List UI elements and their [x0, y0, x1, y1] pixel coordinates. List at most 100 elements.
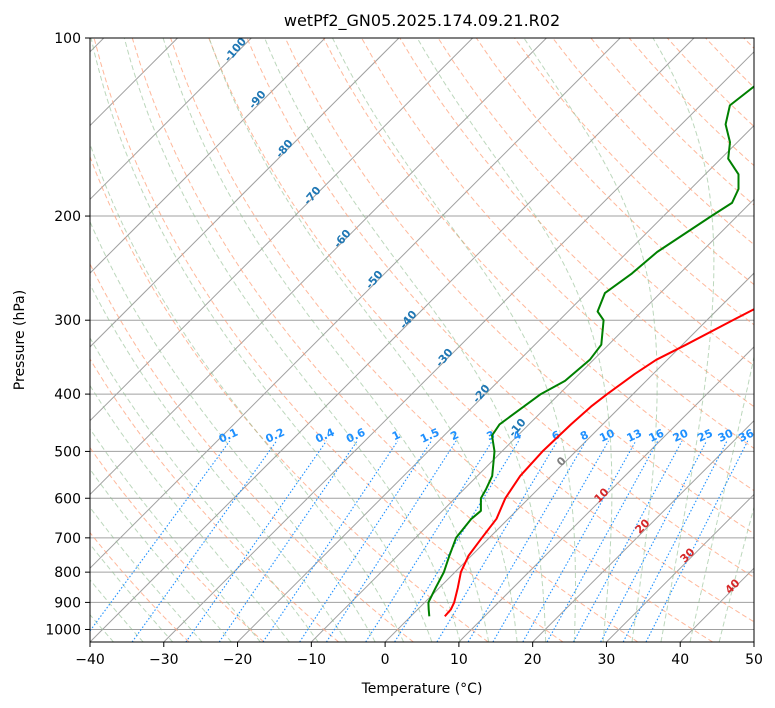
dry-adiabat-label: -70 — [301, 184, 324, 208]
isotherm-line — [532, 419, 754, 642]
dry-adiabat-line — [170, 38, 713, 642]
x-tick-label: 0 — [381, 652, 390, 668]
x-tick-label: 40 — [671, 652, 689, 668]
mixing-ratio-label: 10 — [597, 426, 617, 444]
isotherm-line — [458, 346, 754, 642]
y-tick-label: 900 — [54, 595, 81, 611]
dry-adiabat-line — [90, 155, 489, 642]
mixing-ratio-label: 0.2 — [264, 426, 287, 446]
moist-adiabat-line — [264, 38, 547, 642]
mixing-ratio-line — [394, 440, 520, 642]
isotherm-line — [606, 493, 754, 642]
dry-adiabat-line — [90, 358, 339, 642]
y-tick-label: 300 — [54, 313, 81, 329]
dry-adiabat-label: -90 — [246, 88, 269, 112]
isotherm-line — [384, 272, 754, 642]
mixing-ratio-lines — [90, 440, 749, 642]
isotherm-line — [90, 38, 252, 201]
mixing-ratio-line — [467, 440, 587, 642]
isotherm-line — [237, 124, 754, 642]
moist-adiabat-line — [90, 468, 232, 642]
y-tick-label: 600 — [54, 491, 81, 507]
plot-frame — [89, 37, 755, 643]
dry-adiabat-label: -60 — [331, 227, 354, 251]
moist-adiabat-line — [90, 506, 203, 642]
moist-adiabat-line — [718, 505, 754, 642]
dry-adiabat-label: -40 — [397, 308, 420, 332]
y-tick-label: 1000 — [45, 622, 81, 638]
isotherm-line — [310, 198, 754, 642]
moist-adiabats — [90, 38, 754, 642]
dry-adiabat-label: -30 — [433, 346, 456, 370]
y-tick-label: 100 — [54, 31, 81, 47]
mixing-ratio-label: 1.5 — [418, 426, 441, 446]
mixing-ratio-line — [645, 440, 749, 642]
x-tick-label: −10 — [297, 652, 327, 668]
mixing-ratio-line — [436, 440, 558, 642]
x-tick-label: −20 — [223, 652, 253, 668]
moist-adiabat-line — [90, 38, 433, 642]
dry-adiabat-line — [514, 38, 754, 286]
y-tick-label: 400 — [54, 387, 81, 403]
mixing-ratio-line — [299, 440, 432, 642]
mixing-ratio-label: 0.1 — [217, 426, 240, 446]
moist-adiabat-line — [90, 427, 261, 642]
moist-adiabat-line — [90, 142, 405, 642]
moist-adiabat-label: 20 — [633, 516, 653, 536]
mixing-ratio-label: 30 — [716, 426, 736, 444]
mixing-ratio-line — [492, 440, 609, 642]
mixing-ratio-label: 16 — [647, 426, 667, 444]
isotherm-line — [90, 38, 326, 274]
mixing-ratio-line — [131, 440, 278, 642]
dry-adiabat-line — [90, 531, 190, 642]
mixing-ratio-label: 8 — [578, 428, 590, 443]
y-tick-label: 800 — [54, 565, 81, 581]
y-axis-label: Pressure (hPa) — [12, 290, 28, 390]
dry-adiabat-line — [743, 38, 754, 49]
dewpoint-line — [427, 85, 754, 617]
dry-adiabat-line — [475, 38, 754, 326]
isotherm-line — [90, 38, 547, 496]
dry-adiabat-line — [552, 38, 754, 246]
dry-adiabat-label: -100 — [221, 35, 249, 65]
isotherm-line — [753, 641, 754, 642]
dry-adiabat-line — [90, 262, 414, 642]
dry-adiabat-line — [361, 38, 754, 449]
mixing-ratio-line — [90, 440, 231, 632]
moist-adiabat-line — [90, 283, 348, 642]
x-tick-label: 20 — [524, 652, 542, 668]
mixing-ratio-line — [522, 440, 637, 642]
mixing-ratio-line — [365, 440, 493, 642]
moist-adiabat-label: 40 — [723, 576, 743, 596]
dry-adiabat-line — [628, 38, 754, 167]
moist-adiabat-line — [652, 38, 715, 642]
moist-adiabat-line — [123, 38, 461, 642]
moist-adiabat-line — [162, 38, 490, 642]
isotherm-line — [90, 38, 474, 422]
y-tick-label: 700 — [54, 531, 81, 547]
y-tick-label: 200 — [54, 209, 81, 225]
dry-adiabat-line — [90, 446, 265, 642]
x-tick-label: −40 — [75, 652, 105, 668]
moist-adiabat-line — [689, 354, 754, 642]
mixing-ratio-line — [185, 440, 327, 642]
dry-adiabat-label: -80 — [273, 137, 296, 161]
dry-adiabat-label: -20 — [470, 382, 493, 406]
isotherm-line — [90, 38, 695, 642]
temperature-line — [444, 308, 754, 617]
mixing-ratio-label: 36 — [737, 426, 757, 444]
moist-adiabat-line — [208, 38, 518, 642]
mixing-ratio-label: 6 — [550, 428, 563, 443]
dry-adiabat-line — [93, 38, 564, 642]
profile-series — [427, 85, 754, 617]
mixing-ratio-label: 0.4 — [313, 426, 336, 446]
dry-adiabat-label: -10 — [506, 416, 529, 440]
moist-adiabat-line — [332, 38, 576, 642]
x-tick-label: 50 — [745, 652, 763, 668]
y-axis: 100 200 300 400 500 600 700 800 900 1000 — [45, 31, 90, 638]
moist-adiabat-line — [90, 220, 376, 642]
isopleth-labels: 0.1 0.2 0.4 0.6 1 1.5 2 3 4 6 8 10 13 16 20 25 30 36-100-… — [217, 35, 757, 597]
mixing-ratio-line — [573, 440, 683, 642]
dry-adiabat-line — [705, 38, 754, 89]
